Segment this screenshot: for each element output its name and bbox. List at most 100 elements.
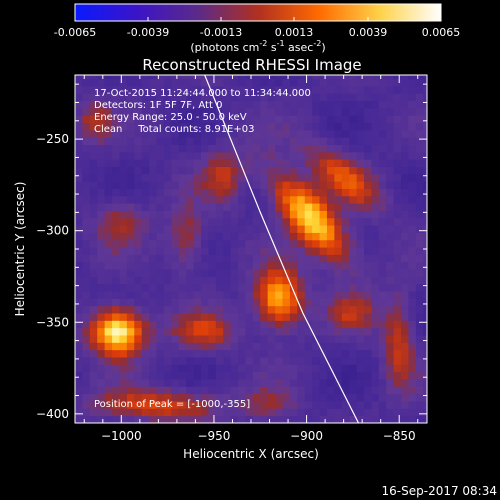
heatmap-cell [104, 283, 113, 292]
heatmap-cell [260, 408, 269, 417]
heatmap-cell [319, 115, 328, 124]
heatmap-cell [267, 239, 276, 248]
heatmap-cell [238, 291, 246, 299]
heatmap-cell [341, 232, 350, 241]
heatmap-cell [97, 320, 106, 329]
heatmap-cell [104, 210, 113, 219]
heatmap-cell [245, 225, 254, 233]
heatmap-cell [141, 210, 150, 219]
heatmap-cell [163, 415, 172, 423]
heatmap-cell [341, 181, 350, 189]
heatmap-cell [304, 210, 313, 219]
heatmap-cell [415, 225, 424, 233]
heatmap-cell [386, 166, 395, 175]
heatmap-cell [415, 247, 424, 255]
heatmap-cell [230, 75, 239, 80]
heatmap-cell [341, 195, 350, 204]
heatmap-cell [304, 173, 313, 182]
heatmap-cell [163, 188, 172, 197]
heatmap-cell [238, 401, 246, 409]
heatmap-cell [282, 225, 291, 233]
heatmap-cell [423, 415, 427, 423]
heatmap-cell [371, 137, 380, 145]
heatmap-cell [97, 173, 106, 182]
heatmap-cell [386, 232, 395, 241]
heatmap-cell [200, 335, 209, 343]
heatmap-cell [245, 327, 254, 336]
heatmap-cell [104, 415, 113, 423]
heatmap-cell [260, 93, 269, 102]
heatmap-cell [319, 254, 328, 263]
heatmap-cell [75, 349, 83, 358]
heatmap-cell [82, 239, 91, 248]
heatmap-cell [119, 151, 128, 160]
heatmap-cell [156, 129, 165, 138]
heatmap-cell [415, 320, 424, 329]
heatmap-cell [267, 181, 276, 189]
heatmap-cell [423, 393, 427, 402]
heatmap-cell [134, 313, 143, 321]
heatmap-cell [349, 401, 357, 409]
heatmap-cell [223, 78, 232, 87]
heatmap-cell [163, 151, 172, 160]
heatmap-cell [230, 115, 239, 124]
heatmap-cell [193, 415, 202, 423]
heatmap-cell [193, 379, 202, 387]
heatmap-cell [289, 386, 298, 395]
heatmap-cell [289, 203, 298, 211]
heatmap-cell [186, 75, 194, 80]
heatmap-cell [200, 276, 209, 285]
heatmap-cell [252, 85, 261, 94]
heatmap-cell [215, 115, 224, 124]
heatmap-cell [238, 75, 246, 80]
heatmap-cell [82, 159, 91, 167]
heatmap-cell [282, 210, 291, 219]
heatmap-cell [149, 291, 157, 299]
heatmap-cell [371, 129, 380, 138]
heatmap-cell [304, 239, 313, 248]
heatmap-cell [289, 335, 298, 343]
heatmap-cell [119, 379, 128, 387]
heatmap-cell [304, 298, 313, 307]
heatmap-cell [304, 313, 313, 321]
heatmap-cell [193, 137, 202, 145]
heatmap-cell [171, 386, 180, 395]
heatmap-cell [378, 401, 387, 409]
heatmap-cell [386, 239, 395, 248]
heatmap-cell [289, 327, 298, 336]
heatmap-cell [97, 217, 106, 226]
heatmap-cell [334, 181, 343, 189]
heatmap-cell [282, 379, 291, 387]
heatmap-cell [149, 78, 157, 87]
heatmap-cell [371, 85, 380, 94]
heatmap-cell [304, 203, 313, 211]
heatmap-cell [200, 401, 209, 409]
heatmap-cell [371, 254, 380, 263]
heatmap-cell [245, 357, 254, 365]
heatmap-cell [371, 93, 380, 102]
heatmap-cell [149, 75, 157, 80]
heatmap-cell [304, 225, 313, 233]
info-line-energy: Energy Range: 25.0 - 50.0 keV [94, 112, 247, 123]
heatmap-cell [186, 379, 194, 387]
heatmap-cell [312, 122, 320, 131]
heatmap-cell [186, 151, 194, 160]
heatmap-cell [171, 247, 180, 255]
heatmap-cell [186, 349, 194, 358]
heatmap-cell [393, 269, 402, 277]
heatmap-cell [171, 335, 180, 343]
heatmap-cell [149, 166, 157, 175]
heatmap-cell [371, 298, 380, 307]
heatmap-cell [171, 195, 180, 204]
heatmap-cell [178, 364, 187, 373]
heatmap-cell [371, 349, 380, 358]
heatmap-cell [156, 203, 165, 211]
heatmap-cell [126, 217, 135, 226]
heatmap-cell [126, 239, 135, 248]
heatmap-cell [82, 100, 91, 109]
heatmap-cell [304, 129, 313, 138]
heatmap-cell [289, 93, 298, 102]
heatmap-cell [97, 166, 106, 175]
heatmap-cell [334, 173, 343, 182]
info-line-time: 17-Oct-2015 11:24:44.000 to 11:34:44.000 [94, 88, 311, 99]
